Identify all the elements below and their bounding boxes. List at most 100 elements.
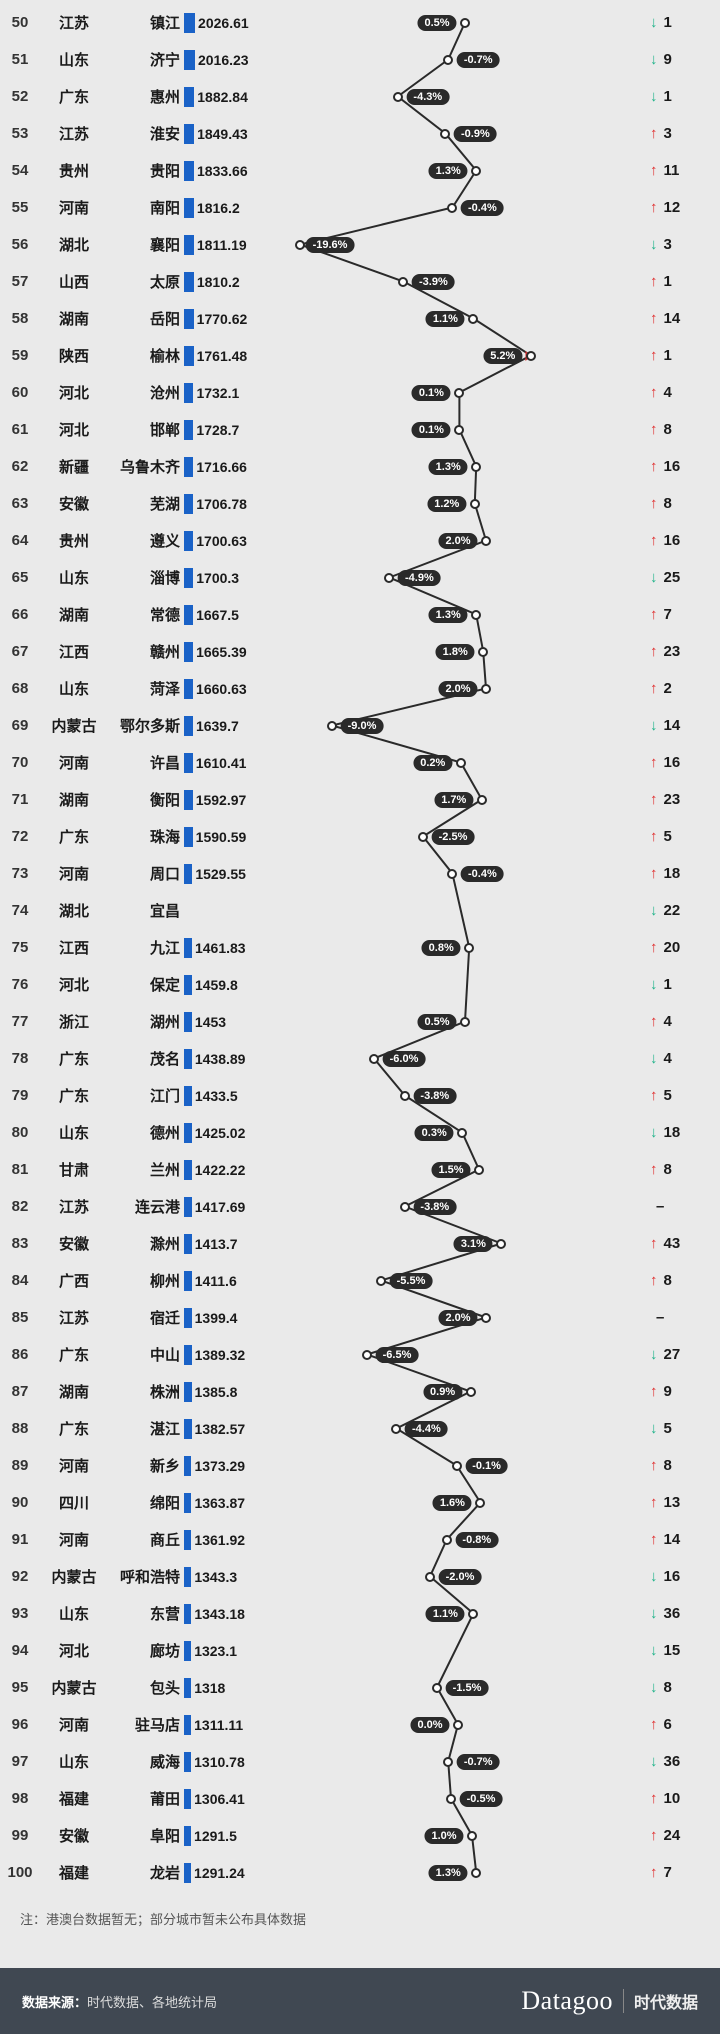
bar-cell: 1361.92 [184, 1530, 274, 1550]
pct-zone: 1.1% [290, 1595, 550, 1632]
arrow-down-icon: ↓ [650, 976, 658, 993]
arrow-up-icon: ↑ [650, 421, 658, 438]
value-label: 1373.29 [194, 1458, 245, 1474]
pct-dot [327, 721, 337, 731]
value-label: 1882.84 [197, 89, 248, 105]
pct-zone: 1.3% [290, 152, 550, 189]
bar [184, 642, 193, 662]
rank-cell: 74 [0, 902, 40, 919]
change-cell: – [650, 1188, 704, 1225]
change-cell: ↓ 3 [650, 226, 704, 263]
pct-dot [481, 684, 491, 694]
table-row: 58 湖南 岳阳 1770.62 1.1% ↑ 14 [0, 300, 720, 337]
pct-dot [478, 647, 488, 657]
arrow-up-icon: ↑ [650, 162, 658, 179]
change-cell: ↓ 14 [650, 707, 704, 744]
change-cell: ↓ 27 [650, 1336, 704, 1373]
value-label: 1716.66 [196, 459, 247, 475]
pct-zone: 1.3% [290, 1854, 550, 1891]
pct-pill: -3.9% [412, 274, 455, 290]
pct-pill: -0.4% [461, 200, 504, 216]
city-cell: 鄂尔多斯 [108, 715, 184, 736]
province-cell: 江苏 [40, 12, 108, 33]
table-row: 99 安徽 阜阳 1291.5 1.0% ↑ 24 [0, 1817, 720, 1854]
change-cell: ↑ 9 [650, 1373, 704, 1410]
bar [184, 13, 195, 33]
pct-dot [391, 1424, 401, 1434]
bar [184, 1826, 191, 1846]
value-label: 1610.41 [196, 755, 247, 771]
pct-dot [447, 203, 457, 213]
city-cell: 湛江 [108, 1418, 184, 1439]
pct-zone: -4.3% [290, 78, 550, 115]
rank-cell: 79 [0, 1087, 40, 1104]
rank-cell: 51 [0, 51, 40, 68]
bar [184, 568, 193, 588]
city-cell: 菏泽 [108, 678, 184, 699]
pct-zone: -0.1% [290, 1447, 550, 1484]
bar-cell: 1660.63 [184, 679, 274, 699]
province-cell: 湖南 [40, 789, 108, 810]
rank-cell: 89 [0, 1457, 40, 1474]
city-cell: 镇江 [108, 12, 184, 33]
table-row: 97 山东 威海 1310.78 -0.7% ↓ 36 [0, 1743, 720, 1780]
pct-zone: -5.5% [290, 1262, 550, 1299]
rank-cell: 90 [0, 1494, 40, 1511]
city-cell: 绵阳 [108, 1492, 184, 1513]
value-label: 1425.02 [195, 1125, 246, 1141]
arrow-down-icon: ↓ [650, 1568, 658, 1585]
pct-dot [471, 462, 481, 472]
pct-pill: 1.5% [431, 1162, 470, 1178]
pct-pill: 0.5% [417, 1014, 456, 1030]
change-cell: ↑ 10 [650, 1780, 704, 1817]
arrow-up-icon: ↑ [650, 1272, 658, 1289]
pct-dot [460, 1017, 470, 1027]
province-cell: 河北 [40, 382, 108, 403]
pct-zone: -0.4% [290, 855, 550, 892]
value-label: 1833.66 [197, 163, 248, 179]
change-cell: ↑ 6 [650, 1706, 704, 1743]
pct-pill: -6.0% [383, 1051, 426, 1067]
province-cell: 广东 [40, 826, 108, 847]
pct-pill: -0.7% [457, 52, 500, 68]
city-cell: 滁州 [108, 1233, 184, 1254]
bar [184, 1086, 192, 1106]
brand-cn: 时代数据 [634, 1989, 698, 2013]
change-value: 15 [664, 1642, 681, 1659]
table-row: 94 河北 廊坊 1323.1 ↓ 15 [0, 1632, 720, 1669]
bar [184, 1234, 192, 1254]
arrow-down-icon: ↓ [650, 1753, 658, 1770]
pct-zone: 1.8% [290, 633, 550, 670]
bar-cell: 1592.97 [184, 790, 274, 810]
pct-zone: 3.1% [290, 1225, 550, 1262]
pct-pill: 3.1% [454, 1236, 493, 1252]
bar-cell: 1700.63 [184, 531, 274, 551]
city-cell: 威海 [108, 1751, 184, 1772]
value-label: 1665.39 [196, 644, 247, 660]
value-label: 1389.32 [195, 1347, 246, 1363]
pct-zone: -2.5% [290, 818, 550, 855]
change-value: 22 [664, 902, 681, 919]
city-cell: 保定 [108, 974, 184, 995]
value-label: 1433.5 [195, 1088, 238, 1104]
city-cell: 襄阳 [108, 234, 184, 255]
pct-dot [376, 1276, 386, 1286]
province-cell: 内蒙古 [40, 1566, 108, 1587]
pct-pill: 0.9% [423, 1384, 462, 1400]
pct-dot [475, 1498, 485, 1508]
change-cell: ↑ 20 [650, 929, 704, 966]
bar [184, 827, 193, 847]
table-row: 87 湖南 株洲 1385.8 0.9% ↑ 9 [0, 1373, 720, 1410]
rank-cell: 95 [0, 1679, 40, 1696]
change-cell: ↑ 14 [650, 300, 704, 337]
province-cell: 湖北 [40, 234, 108, 255]
pct-pill: 0.2% [413, 755, 452, 771]
arrow-up-icon: ↑ [650, 532, 658, 549]
province-cell: 山东 [40, 1603, 108, 1624]
province-cell: 广东 [40, 1418, 108, 1439]
table-row: 84 广西 柳州 1411.6 -5.5% ↑ 8 [0, 1262, 720, 1299]
source-label: 数据来源： [22, 1995, 87, 2010]
pct-pill: 0.3% [415, 1125, 454, 1141]
pct-dot [295, 240, 305, 250]
pct-zone: -19.6% [290, 226, 550, 263]
